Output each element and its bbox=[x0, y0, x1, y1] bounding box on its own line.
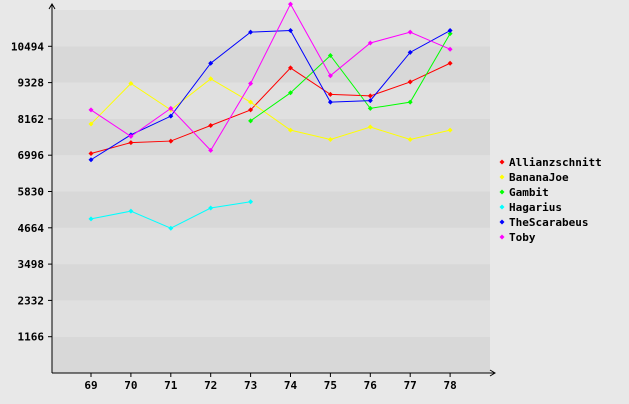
grid-band bbox=[52, 191, 490, 228]
data-point-allianzschnitt bbox=[327, 91, 333, 97]
x-tick-label: 77 bbox=[404, 379, 417, 392]
data-point-allianzschnitt bbox=[248, 107, 254, 113]
x-tick-label: 74 bbox=[284, 379, 298, 392]
x-tick-label: 71 bbox=[164, 379, 178, 392]
data-point-toby bbox=[367, 40, 373, 46]
x-tick-label: 75 bbox=[324, 379, 337, 392]
data-point-bananajoe bbox=[128, 80, 134, 86]
data-point-hagarius bbox=[208, 205, 214, 211]
data-point-allianzschnitt bbox=[407, 79, 413, 85]
legend-label-hagarius: Hagarius bbox=[509, 201, 562, 214]
y-tick-label: 4664 bbox=[18, 222, 45, 235]
data-point-thescarabeus bbox=[407, 49, 413, 55]
grid-band bbox=[52, 10, 490, 47]
x-tick-label: 73 bbox=[244, 379, 257, 392]
series-line-thescarabeus bbox=[90, 30, 451, 161]
data-point-thescarabeus bbox=[208, 60, 214, 66]
data-point-allianzschnitt bbox=[128, 140, 134, 146]
data-point-allianzschnitt bbox=[168, 138, 174, 144]
series-line-allianzschnitt bbox=[90, 62, 451, 155]
y-tick-label: 1166 bbox=[18, 331, 45, 344]
legend-label-gambit: Gambit bbox=[509, 186, 549, 199]
data-point-hagarius bbox=[88, 216, 94, 222]
legend-marker-thescarabeus bbox=[499, 219, 505, 225]
data-point-toby bbox=[407, 29, 413, 35]
data-point-toby bbox=[168, 105, 174, 111]
data-point-hagarius bbox=[248, 199, 254, 205]
data-point-allianzschnitt bbox=[88, 151, 94, 157]
data-point-gambit bbox=[407, 99, 413, 105]
series-line-bananajoe bbox=[90, 78, 451, 141]
data-point-bananajoe bbox=[248, 99, 254, 105]
data-point-toby bbox=[208, 147, 214, 153]
data-point-bananajoe bbox=[447, 127, 453, 133]
data-point-thescarabeus bbox=[88, 157, 94, 163]
data-point-bananajoe bbox=[367, 124, 373, 130]
grid-band bbox=[52, 46, 490, 83]
data-point-bananajoe bbox=[407, 137, 413, 143]
y-tick-label: 5830 bbox=[18, 186, 45, 199]
y-axis-arrow bbox=[48, 3, 56, 10]
y-tick-label: 9328 bbox=[18, 77, 45, 90]
y-tick-label: 3498 bbox=[18, 258, 45, 271]
grid-band bbox=[52, 227, 490, 265]
data-point-toby bbox=[248, 80, 254, 86]
data-point-gambit bbox=[367, 105, 373, 111]
legend-marker-gambit bbox=[499, 189, 505, 195]
data-point-gambit bbox=[447, 31, 453, 37]
data-point-thescarabeus bbox=[447, 28, 453, 34]
x-tick-label: 72 bbox=[204, 379, 217, 392]
data-point-gambit bbox=[288, 90, 293, 96]
legend-marker-toby bbox=[499, 234, 505, 240]
data-point-hagarius bbox=[128, 208, 134, 214]
data-point-toby bbox=[447, 46, 453, 52]
y-tick-label: 8162 bbox=[18, 113, 45, 126]
series-line-toby bbox=[90, 3, 451, 152]
data-point-thescarabeus bbox=[248, 29, 254, 35]
data-point-bananajoe bbox=[208, 76, 214, 82]
y-tick-label: 2332 bbox=[18, 294, 45, 307]
legend-label-allianzschnitt: Allianzschnitt bbox=[509, 156, 602, 169]
y-tick-label: 10494 bbox=[11, 40, 44, 53]
x-tick-label: 76 bbox=[364, 379, 378, 392]
y-tick-label: 6996 bbox=[18, 149, 45, 162]
x-tick-label: 78 bbox=[443, 379, 456, 392]
data-point-toby bbox=[128, 133, 134, 139]
data-point-toby bbox=[88, 107, 94, 113]
grid-band bbox=[52, 264, 490, 301]
data-point-thescarabeus bbox=[367, 98, 373, 104]
data-point-toby bbox=[288, 1, 293, 7]
x-tick-label: 70 bbox=[124, 379, 137, 392]
legend-marker-bananajoe bbox=[499, 174, 505, 180]
data-point-allianzschnitt bbox=[288, 65, 293, 71]
legend-marker-allianzschnitt bbox=[499, 159, 505, 165]
data-point-allianzschnitt bbox=[208, 123, 214, 128]
data-point-allianzschnitt bbox=[447, 60, 453, 66]
grid-band bbox=[52, 118, 490, 156]
legend-label-bananajoe: BananaJoe bbox=[509, 171, 569, 184]
grid-band bbox=[52, 155, 490, 192]
x-axis-arrow bbox=[489, 369, 496, 377]
series-line-gambit bbox=[250, 33, 451, 122]
data-point-bananajoe bbox=[88, 121, 94, 127]
data-point-allianzschnitt bbox=[367, 93, 373, 99]
x-tick-label: 69 bbox=[84, 379, 97, 392]
legend-label-toby: Toby bbox=[509, 231, 536, 244]
data-point-thescarabeus bbox=[327, 99, 333, 105]
grid-band bbox=[52, 336, 490, 373]
grid-band bbox=[52, 300, 490, 337]
legend-label-thescarabeus: TheScarabeus bbox=[509, 216, 588, 229]
data-point-toby bbox=[327, 73, 333, 79]
data-point-thescarabeus bbox=[288, 28, 293, 34]
data-point-bananajoe bbox=[288, 127, 293, 133]
data-point-gambit bbox=[327, 52, 333, 58]
data-point-bananajoe bbox=[327, 137, 333, 143]
data-point-thescarabeus bbox=[168, 113, 174, 119]
data-point-hagarius bbox=[168, 225, 174, 231]
data-point-gambit bbox=[248, 118, 254, 124]
legend-marker-hagarius bbox=[499, 204, 505, 210]
